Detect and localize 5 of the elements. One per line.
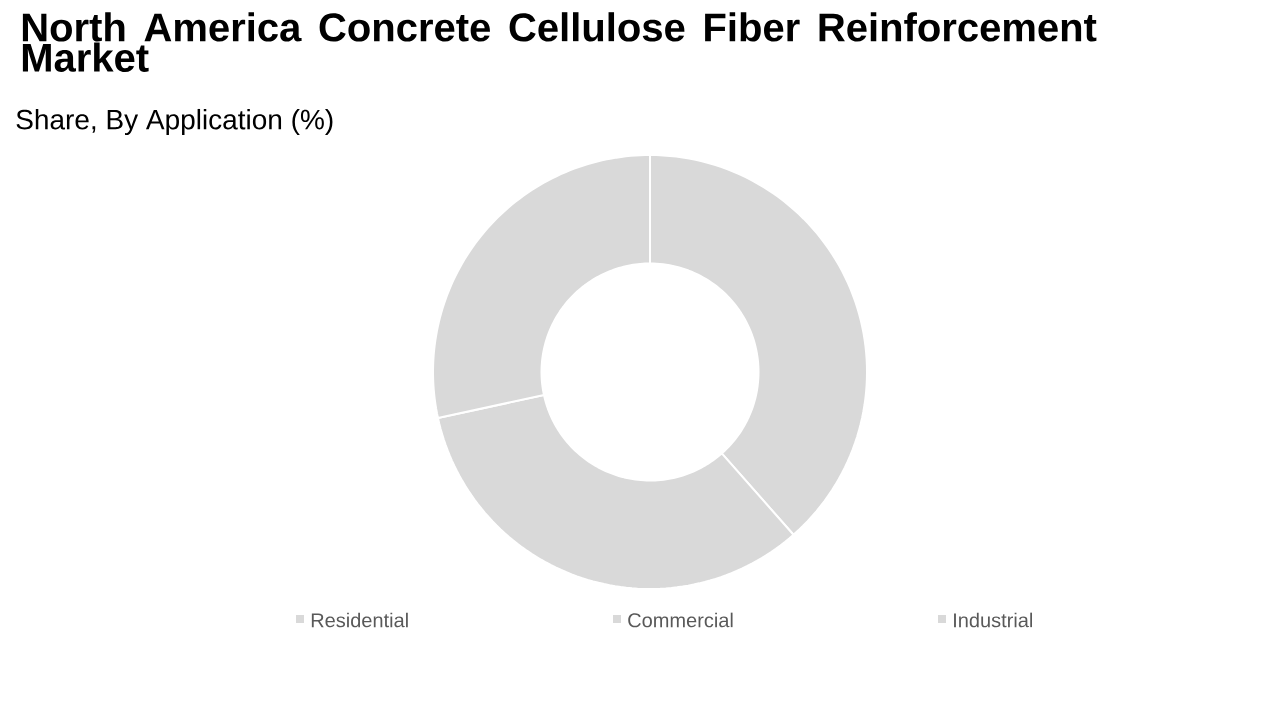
legend-label: Residential (311, 612, 408, 628)
legend-label: Industrial (954, 612, 1033, 628)
chart-subtitle: Share, By Application (%) (16, 108, 333, 136)
chart-title: North America Concrete Cellulose Fiber Reinforcement Market (22, 12, 1097, 72)
legend-label: Commercial (628, 612, 733, 628)
